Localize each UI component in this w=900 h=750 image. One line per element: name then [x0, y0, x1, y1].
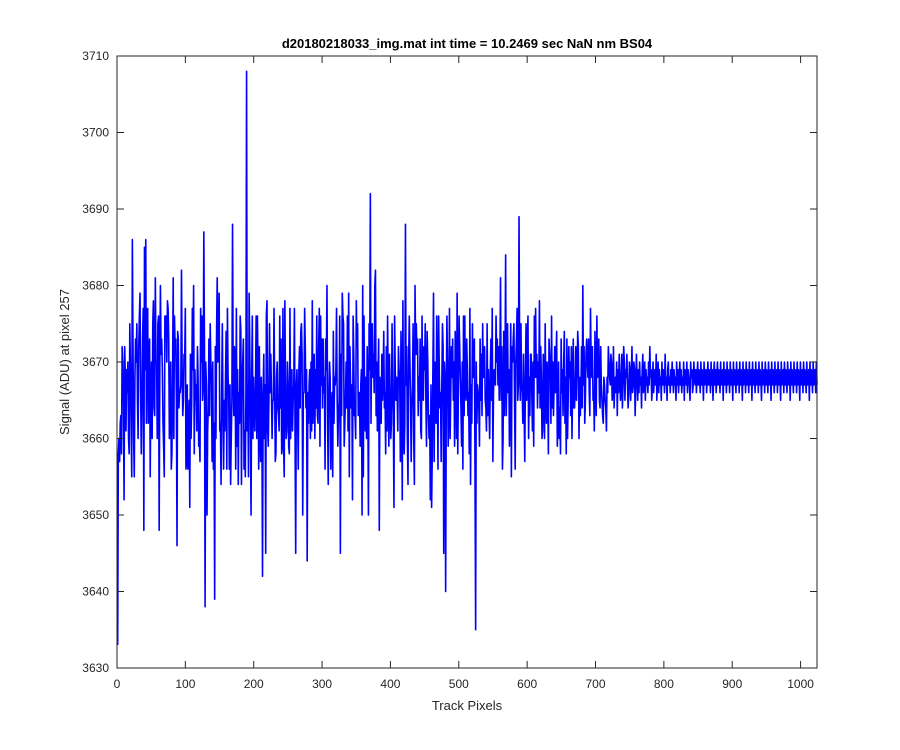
y-tick-label: 3630	[82, 661, 109, 675]
series-line-0	[116, 70, 818, 646]
x-tick-label: 0	[114, 677, 121, 691]
x-tick-label: 900	[722, 677, 742, 691]
chart-title: d20180218033_img.mat int time = 10.2469 …	[282, 36, 653, 51]
x-tick-label: 1000	[787, 677, 814, 691]
x-tick-label: 800	[654, 677, 674, 691]
x-tick-label: 500	[449, 677, 469, 691]
x-tick-label: 700	[586, 677, 606, 691]
x-tick-label: 600	[517, 677, 537, 691]
y-tick-label: 3700	[82, 126, 109, 140]
y-tick-label: 3640	[82, 585, 109, 599]
y-tick-label: 3670	[82, 355, 109, 369]
y-axis: 3630 3640 3650 3660 3670 3680 3690 3700 3710	[82, 49, 817, 675]
series-layer	[116, 70, 818, 646]
x-axis: 0 100 200 300 400 500 600 700 800 900 1000	[114, 56, 814, 691]
x-tick-label: 200	[244, 677, 264, 691]
y-tick-label: 3660	[82, 432, 109, 446]
x-tick-label: 300	[312, 677, 332, 691]
y-tick-label: 3680	[82, 279, 109, 293]
x-tick-label: 400	[380, 677, 400, 691]
y-tick-label: 3650	[82, 508, 109, 522]
x-axis-label: Track Pixels	[432, 698, 503, 713]
y-tick-label: 3690	[82, 202, 109, 216]
x-tick-label: 100	[175, 677, 195, 691]
y-axis-label: Signal (ADU) at pixel 257	[57, 289, 72, 435]
y-tick-label: 3710	[82, 49, 109, 63]
